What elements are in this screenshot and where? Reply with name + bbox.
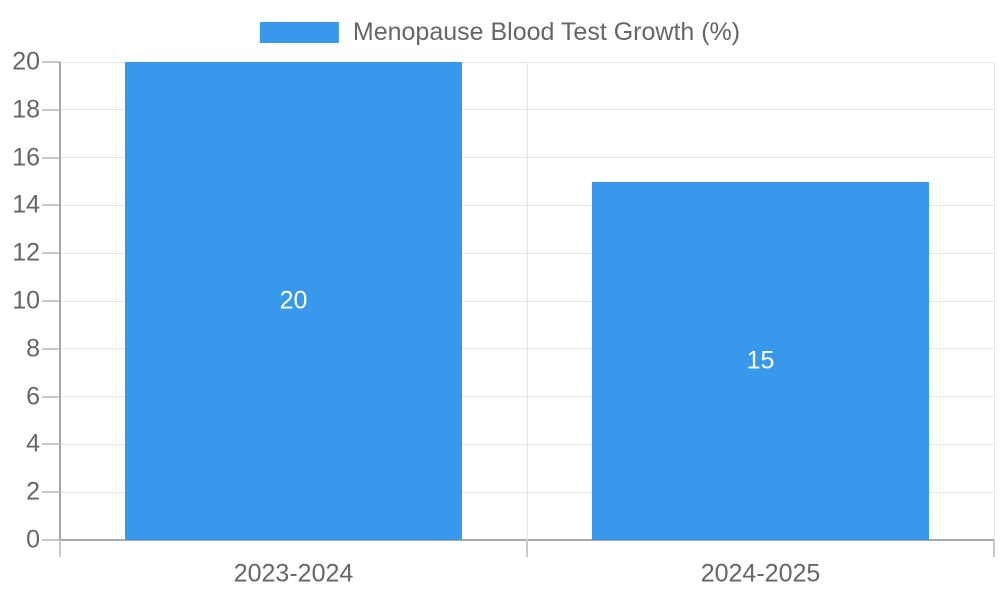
x-tick-mark [59,540,61,557]
y-tick-mark [42,539,60,541]
x-gridline [526,62,528,540]
y-tick-label: 18 [12,95,40,124]
y-tick-mark [42,156,60,159]
x-tick-mark [993,540,995,557]
chart-legend[interactable]: Menopause Blood Test Growth (%) [259,18,741,46]
y-tick-label: 6 [26,382,40,411]
x-gridline [993,62,995,540]
y-tick-label: 4 [26,429,40,458]
bar-value-label: 20 [279,286,308,315]
x-tick-label: 2023-2024 [233,559,354,588]
y-tick-mark [42,252,60,255]
legend-label: Menopause Blood Test Growth (%) [352,18,741,46]
y-tick-mark [42,347,60,350]
y-tick-label: 0 [26,525,40,554]
y-tick-label: 14 [12,190,40,219]
y-tick-label: 2 [26,477,40,506]
y-tick-label: 10 [12,286,40,315]
y-tick-mark [42,300,60,302]
y-tick-label: 12 [12,238,40,267]
y-tick-mark [42,204,60,207]
y-tick-label: 8 [26,334,40,363]
y-tick-mark [42,443,60,446]
y-axis-line [59,62,61,540]
bar-2024-2025 [592,181,929,540]
bar-2023-2024 [125,62,462,540]
y-tick-label: 20 [12,47,40,76]
x-tick-mark [526,540,528,557]
y-tick-mark [42,395,60,398]
y-tick-mark [42,108,60,111]
y-tick-mark [42,61,60,63]
y-tick-label: 16 [12,143,40,172]
legend-swatch [259,22,339,43]
bar-value-label: 15 [746,346,775,375]
y-tick-mark [42,491,60,494]
x-tick-label: 2024-2025 [700,559,821,588]
